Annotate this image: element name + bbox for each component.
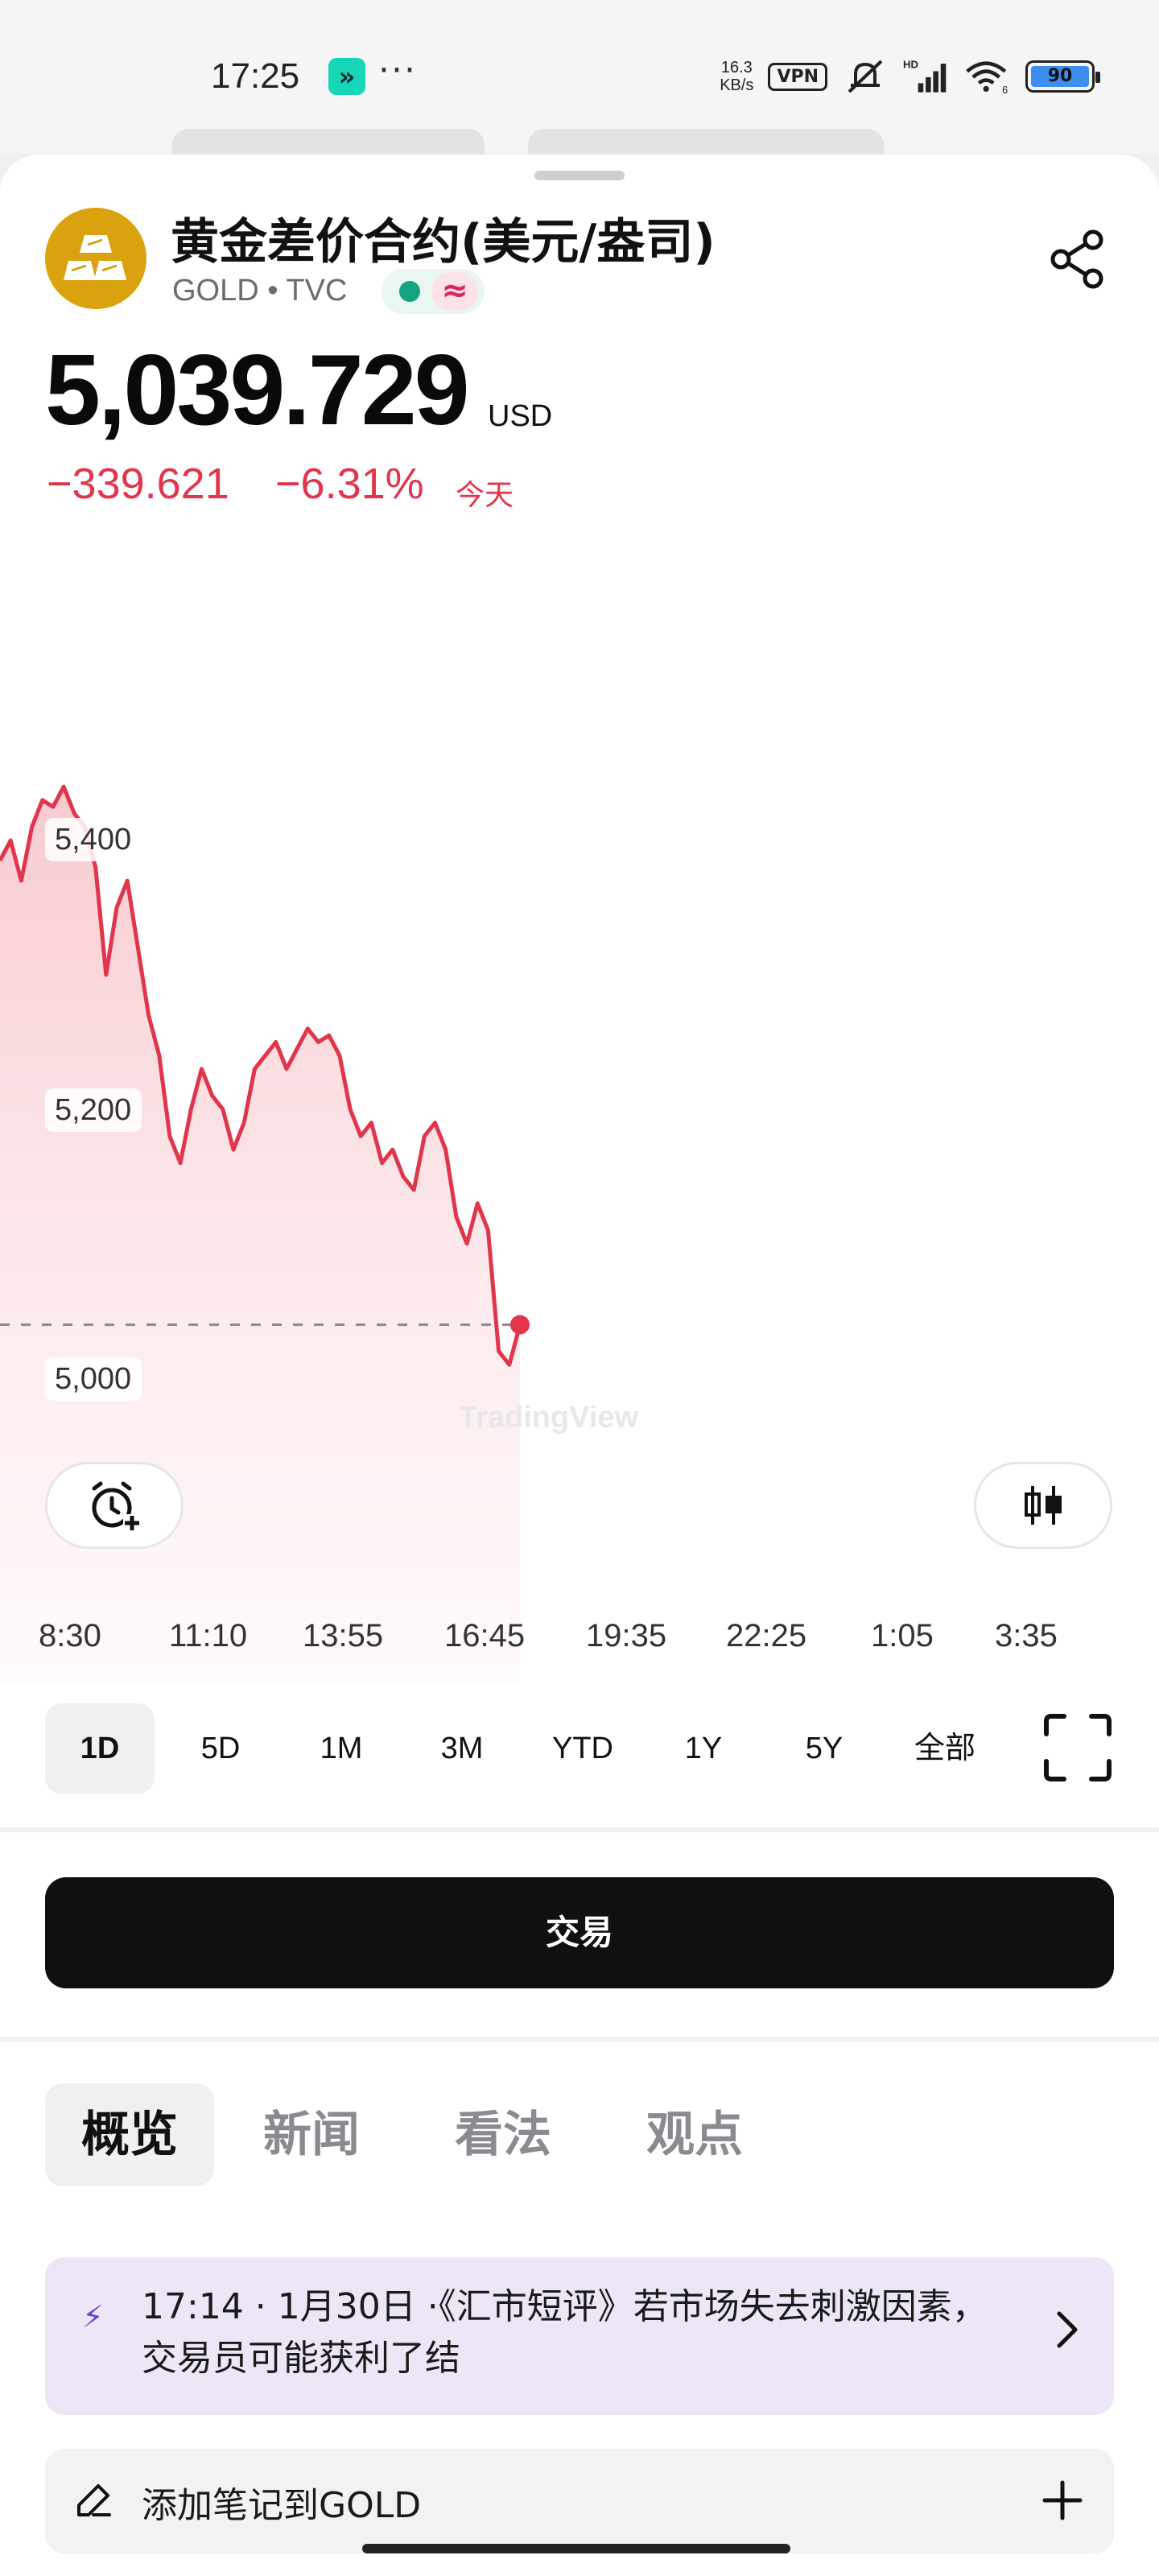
market-open-indicator [399, 281, 420, 302]
range-3m[interactable]: 3M [440, 1732, 484, 1765]
status-icons: 16.3 KB/s VPN HD 6 90 [720, 53, 1100, 100]
status-time: 17:25 [211, 56, 300, 96]
candlestick-icon [1025, 1486, 1062, 1525]
battery-icon: 90 [1025, 60, 1100, 93]
x-tick-label: 13:55 [303, 1618, 384, 1653]
range-5y[interactable]: 5Y [805, 1732, 843, 1765]
add-note-label: 添加笔记到GOLD [142, 2485, 422, 2526]
news-headline: 17:14 · 1月30日 ·《汇市短评》若市场失去刺激因素，交易员可能获利了结 [142, 2286, 988, 2379]
edit-icon [74, 2481, 113, 2520]
x-tick-label: 16:45 [444, 1618, 526, 1653]
home-indicator[interactable] [362, 2544, 790, 2553]
fullscreen-icon[interactable] [1043, 1713, 1112, 1782]
market-status-badge[interactable]: ≈ [382, 269, 485, 314]
wifi-icon: 6 [964, 56, 1011, 97]
app-notification-icon: » [328, 58, 365, 95]
mute-icon [842, 56, 889, 97]
current-price: 5,039.729 [45, 335, 470, 446]
add-alarm-icon [92, 1481, 141, 1532]
range-1d[interactable]: 1D [45, 1703, 155, 1794]
price-change: −339.621 [47, 460, 229, 508]
range-ytd[interactable]: YTD [552, 1732, 613, 1765]
y-tick-label: 5,000 [45, 1357, 142, 1401]
y-tick-label: 5,400 [45, 818, 142, 861]
price-area-fill [0, 786, 520, 1685]
instrument-symbol: GOLD • TVC [172, 274, 348, 308]
more-notifications-icon: ··· [378, 50, 417, 91]
news-card[interactable]: ⚡ 17:14 · 1月30日 ·《汇市短评》若市场失去刺激因素，交易员可能获利… [45, 2257, 1114, 2415]
price-currency: USD [488, 399, 553, 433]
x-tick-label: 11:10 [169, 1618, 248, 1653]
add-alert-button[interactable] [45, 1462, 184, 1549]
section-divider [0, 2037, 1159, 2041]
tab-ideas[interactable]: 观点 [646, 2107, 743, 2163]
add-note-card[interactable]: 添加笔记到GOLD [45, 2449, 1114, 2553]
x-tick-label: 8:30 [39, 1618, 101, 1653]
sheet-grabber[interactable] [534, 171, 625, 180]
section-divider [0, 1827, 1159, 1832]
svg-text:6: 6 [1002, 85, 1008, 96]
x-tick-label: 19:35 [586, 1618, 667, 1653]
tab-opinions[interactable]: 看法 [455, 2107, 551, 2163]
x-tick-label: 1:05 [871, 1618, 934, 1653]
vpn-icon: VPN [768, 62, 827, 91]
tab-news[interactable]: 新闻 [263, 2107, 360, 2163]
chart-type-button[interactable] [974, 1462, 1112, 1549]
x-tick-label: 3:35 [995, 1618, 1058, 1653]
network-speed-value: 16.3 [720, 59, 753, 76]
lightning-icon: ⚡ [82, 2299, 104, 2334]
instrument-title: 黄金差价合约(美元/盎司) [171, 214, 716, 270]
range-5d[interactable]: 5D [200, 1732, 241, 1765]
trade-button[interactable]: 交易 [45, 1877, 1114, 1988]
tradingview-watermark: TradingView [459, 1401, 639, 1435]
y-tick-label: 5,200 [45, 1088, 142, 1132]
instrument-sheet: 5,400 5,200 5,000 TradingView 黄金差价合约(美元/… [0, 155, 1159, 2576]
range-1y[interactable]: 1Y [684, 1732, 723, 1765]
price-change-percent: −6.31% [275, 460, 424, 508]
time-range-selector: 1D 5D 1M 3M YTD 1Y 5Y 全部 [45, 1703, 1116, 1794]
x-tick-label: 22:25 [726, 1618, 807, 1653]
chevron-right-icon [1051, 2306, 1083, 2354]
network-speed-unit: KB/s [720, 76, 754, 94]
gold-bars-icon [45, 208, 146, 309]
range-all[interactable]: 全部 [914, 1732, 975, 1765]
share-icon[interactable] [1046, 227, 1111, 291]
tab-overview[interactable]: 概览 [45, 2083, 214, 2186]
last-price-dot [510, 1315, 530, 1335]
network-speed: 16.3 KB/s [720, 59, 753, 94]
range-1m[interactable]: 1M [320, 1732, 363, 1765]
svg-text:HD: HD [903, 59, 918, 71]
change-period: 今天 [456, 479, 514, 512]
battery-level: 90 [1031, 66, 1089, 87]
plus-icon[interactable] [1040, 2478, 1085, 2523]
cell-signal-icon: HD [903, 56, 950, 97]
volatility-icon: ≈ [431, 272, 478, 311]
x-axis: 8:30 11:10 13:55 16:45 19:35 22:25 1:05 … [0, 1618, 1159, 1666]
status-bar: 17:25 » ··· 16.3 KB/s VPN HD 6 90 [0, 0, 1159, 153]
